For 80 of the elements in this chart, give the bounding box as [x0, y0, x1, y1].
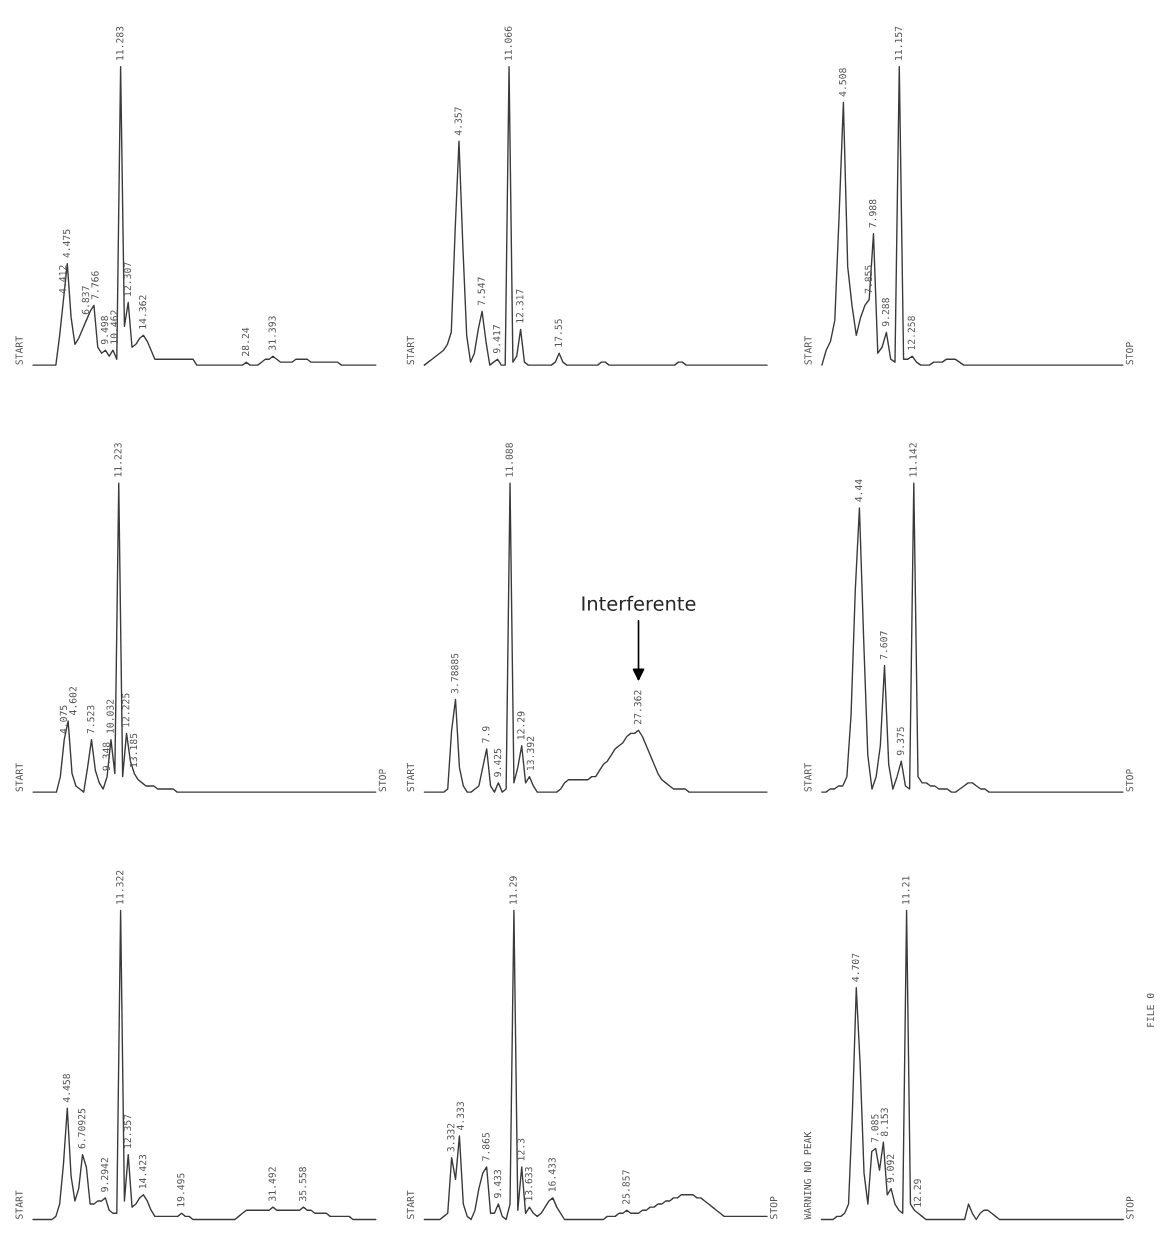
- annotation: 9.498: [100, 316, 109, 345]
- annotation: Interferente: [582, 595, 696, 611]
- annotation: 7.766: [91, 271, 99, 300]
- annotation: 35.558: [298, 1167, 307, 1201]
- annotation: 6.837: [81, 286, 90, 315]
- annotation: 7.9: [482, 726, 490, 743]
- annotation: 6.70925: [78, 1108, 86, 1149]
- text: STOP: [1125, 342, 1134, 365]
- annotation: 4.333: [456, 1101, 464, 1131]
- annotation: 12.258: [907, 316, 916, 350]
- annotation: 9.425: [493, 748, 502, 777]
- annotation: 12.29: [913, 1179, 922, 1207]
- annotation: 4.075: [59, 705, 68, 734]
- annotation: 25.857: [622, 1170, 630, 1204]
- annotation: 31.492: [268, 1167, 276, 1201]
- annotation: 3.78885: [451, 653, 459, 694]
- annotation: 3.332: [447, 1123, 455, 1152]
- annotation: 17.55: [554, 319, 562, 347]
- annotation: 12.307: [123, 262, 132, 296]
- text: START: [406, 1190, 415, 1219]
- annotation: 7.607: [880, 631, 888, 660]
- annotation: 27.362: [634, 690, 642, 725]
- text: START: [15, 1190, 23, 1219]
- annotation: 9.288: [881, 298, 890, 327]
- text: START: [804, 763, 812, 792]
- annotation: 19.495: [177, 1173, 185, 1207]
- annotation: 4.707: [851, 953, 860, 982]
- annotation: 11.21: [902, 876, 910, 904]
- text: START: [406, 336, 415, 365]
- annotation: 12.357: [123, 1114, 132, 1148]
- annotation: 4.475: [62, 229, 71, 258]
- annotation: 4.44: [855, 479, 863, 502]
- annotation: 12.317: [516, 289, 524, 323]
- annotation: 9.417: [492, 325, 501, 354]
- annotation: 11.157: [894, 26, 903, 60]
- annotation: 4.458: [62, 1074, 71, 1103]
- annotation: 14.423: [138, 1154, 147, 1189]
- annotation: 11.29: [509, 876, 517, 904]
- text: STOP: [769, 1196, 778, 1219]
- text: STOP: [1126, 1196, 1134, 1219]
- annotation: 4.508: [838, 68, 847, 97]
- annotation: 7.085: [871, 1114, 879, 1143]
- annotation: 13.392: [526, 736, 535, 770]
- text: START: [804, 336, 812, 365]
- annotation: 11.223: [114, 443, 122, 477]
- annotation: 16.433: [548, 1157, 556, 1192]
- annotation: 11.142: [909, 443, 917, 477]
- annotation: 9.2942: [100, 1158, 109, 1192]
- annotation: 7.855: [864, 265, 873, 294]
- annotation: 9.433: [493, 1169, 502, 1198]
- text: FILE 0: [1146, 993, 1155, 1027]
- annotation: 9.348: [102, 742, 110, 771]
- annotation: 7.988: [868, 199, 877, 228]
- annotation: 4.357: [454, 107, 462, 136]
- annotation: 9.092: [886, 1154, 894, 1183]
- annotation: 7.523: [86, 705, 95, 734]
- annotation: 10.032: [106, 699, 114, 733]
- annotation: 11.283: [116, 26, 124, 60]
- annotation: 12.29: [517, 711, 525, 740]
- annotation: 28.24: [241, 327, 250, 356]
- annotation: 11.322: [116, 870, 124, 904]
- text: START: [406, 763, 415, 792]
- annotation: 9.375: [896, 727, 905, 756]
- annotation: 11.066: [504, 26, 512, 60]
- annotation: 12.3: [517, 1138, 525, 1161]
- annotation: 4.602: [69, 687, 77, 716]
- annotation: 14.362: [138, 295, 147, 329]
- annotation: 12.225: [122, 693, 130, 727]
- text: STOP: [1125, 769, 1134, 792]
- annotation: 11.088: [505, 443, 513, 477]
- annotation: 31.393: [268, 316, 276, 350]
- annotation: 13.633: [524, 1167, 533, 1201]
- text: STOP: [378, 769, 387, 792]
- annotation: 13.185: [129, 733, 138, 767]
- text: START: [15, 763, 23, 792]
- annotation: 7.547: [477, 277, 485, 306]
- text: WARNING NO PEAK: [803, 1131, 812, 1220]
- annotation: 7.865: [482, 1132, 490, 1161]
- text: START: [15, 336, 23, 365]
- annotation: 8.153: [880, 1108, 888, 1137]
